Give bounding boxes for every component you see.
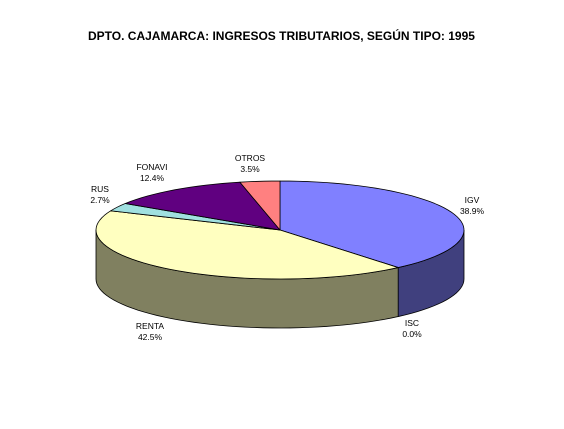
slice-percent-fonavi: 12.4% <box>140 173 165 183</box>
chart-title: DPTO. CAJAMARCA: INGRESOS TRIBUTARIOS, S… <box>88 29 475 43</box>
slice-percent-rus: 2.7% <box>90 195 110 205</box>
slice-label-igv: IGV <box>465 195 480 205</box>
slice-percent-igv: 38.9% <box>460 206 485 216</box>
slice-percent-otros: 3.5% <box>240 164 260 174</box>
slice-percent-renta: 42.5% <box>138 332 163 342</box>
slice-percent-isc: 0.0% <box>402 329 422 339</box>
slice-label-fonavi: FONAVI <box>136 162 167 172</box>
slice-label-renta: RENTA <box>136 321 165 331</box>
slice-label-rus: RUS <box>91 184 109 194</box>
pie-slice-fonavi <box>124 181 281 231</box>
slice-label-otros: OTROS <box>235 153 266 163</box>
pie-slice-otros <box>239 180 281 231</box>
pie-slice-renta <box>95 210 399 280</box>
pie-slice-igv <box>279 180 465 268</box>
pie-tops <box>95 180 465 280</box>
slice-label-isc: ISC <box>405 318 419 328</box>
